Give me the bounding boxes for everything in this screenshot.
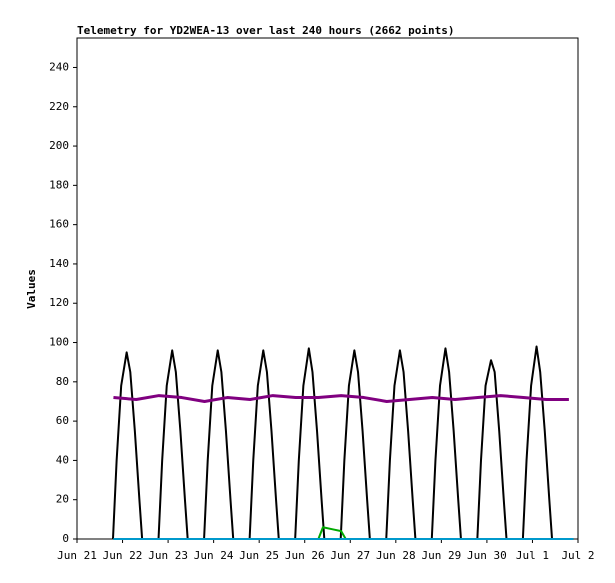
y-tick-label: 200: [49, 139, 69, 152]
y-tick-label: 140: [49, 257, 69, 270]
x-tick-label: Jun 21: [57, 549, 97, 562]
x-tick-label: Jun 28: [376, 549, 416, 562]
y-axis-label: Values: [25, 269, 38, 309]
x-tick-label: Jun 25: [239, 549, 279, 562]
y-tick-label: 180: [49, 178, 69, 191]
x-tick-label: Jun 23: [148, 549, 188, 562]
series-line: [113, 394, 569, 403]
y-tick-label: 100: [49, 336, 69, 349]
x-tick-label: Jun 29: [421, 549, 461, 562]
y-tick-label: 120: [49, 296, 69, 309]
y-tick-label: 80: [56, 375, 69, 388]
y-tick-label: 40: [56, 453, 69, 466]
plot-frame: [76, 37, 579, 540]
x-tick-label: Jul 2: [561, 549, 594, 562]
chart-title: Telemetry for YD2WEA-13 over last 240 ho…: [77, 24, 455, 37]
y-tick-label: 20: [56, 493, 69, 506]
y-tick-label: 60: [56, 414, 69, 427]
x-tick-label: Jun 22: [103, 549, 143, 562]
x-tick-label: Jun 26: [285, 549, 325, 562]
series-line: [111, 345, 554, 540]
series-line: [113, 526, 574, 540]
x-tick-label: Jul 1: [516, 549, 549, 562]
x-tick-label: Jun 24: [194, 549, 234, 562]
y-tick-label: 220: [49, 100, 69, 113]
y-tick-label: 240: [49, 60, 69, 73]
y-tick-label: 0: [62, 532, 69, 545]
x-tick-label: Jun 27: [330, 549, 370, 562]
y-tick-label: 160: [49, 218, 69, 231]
x-tick-label: Jun 30: [467, 549, 507, 562]
